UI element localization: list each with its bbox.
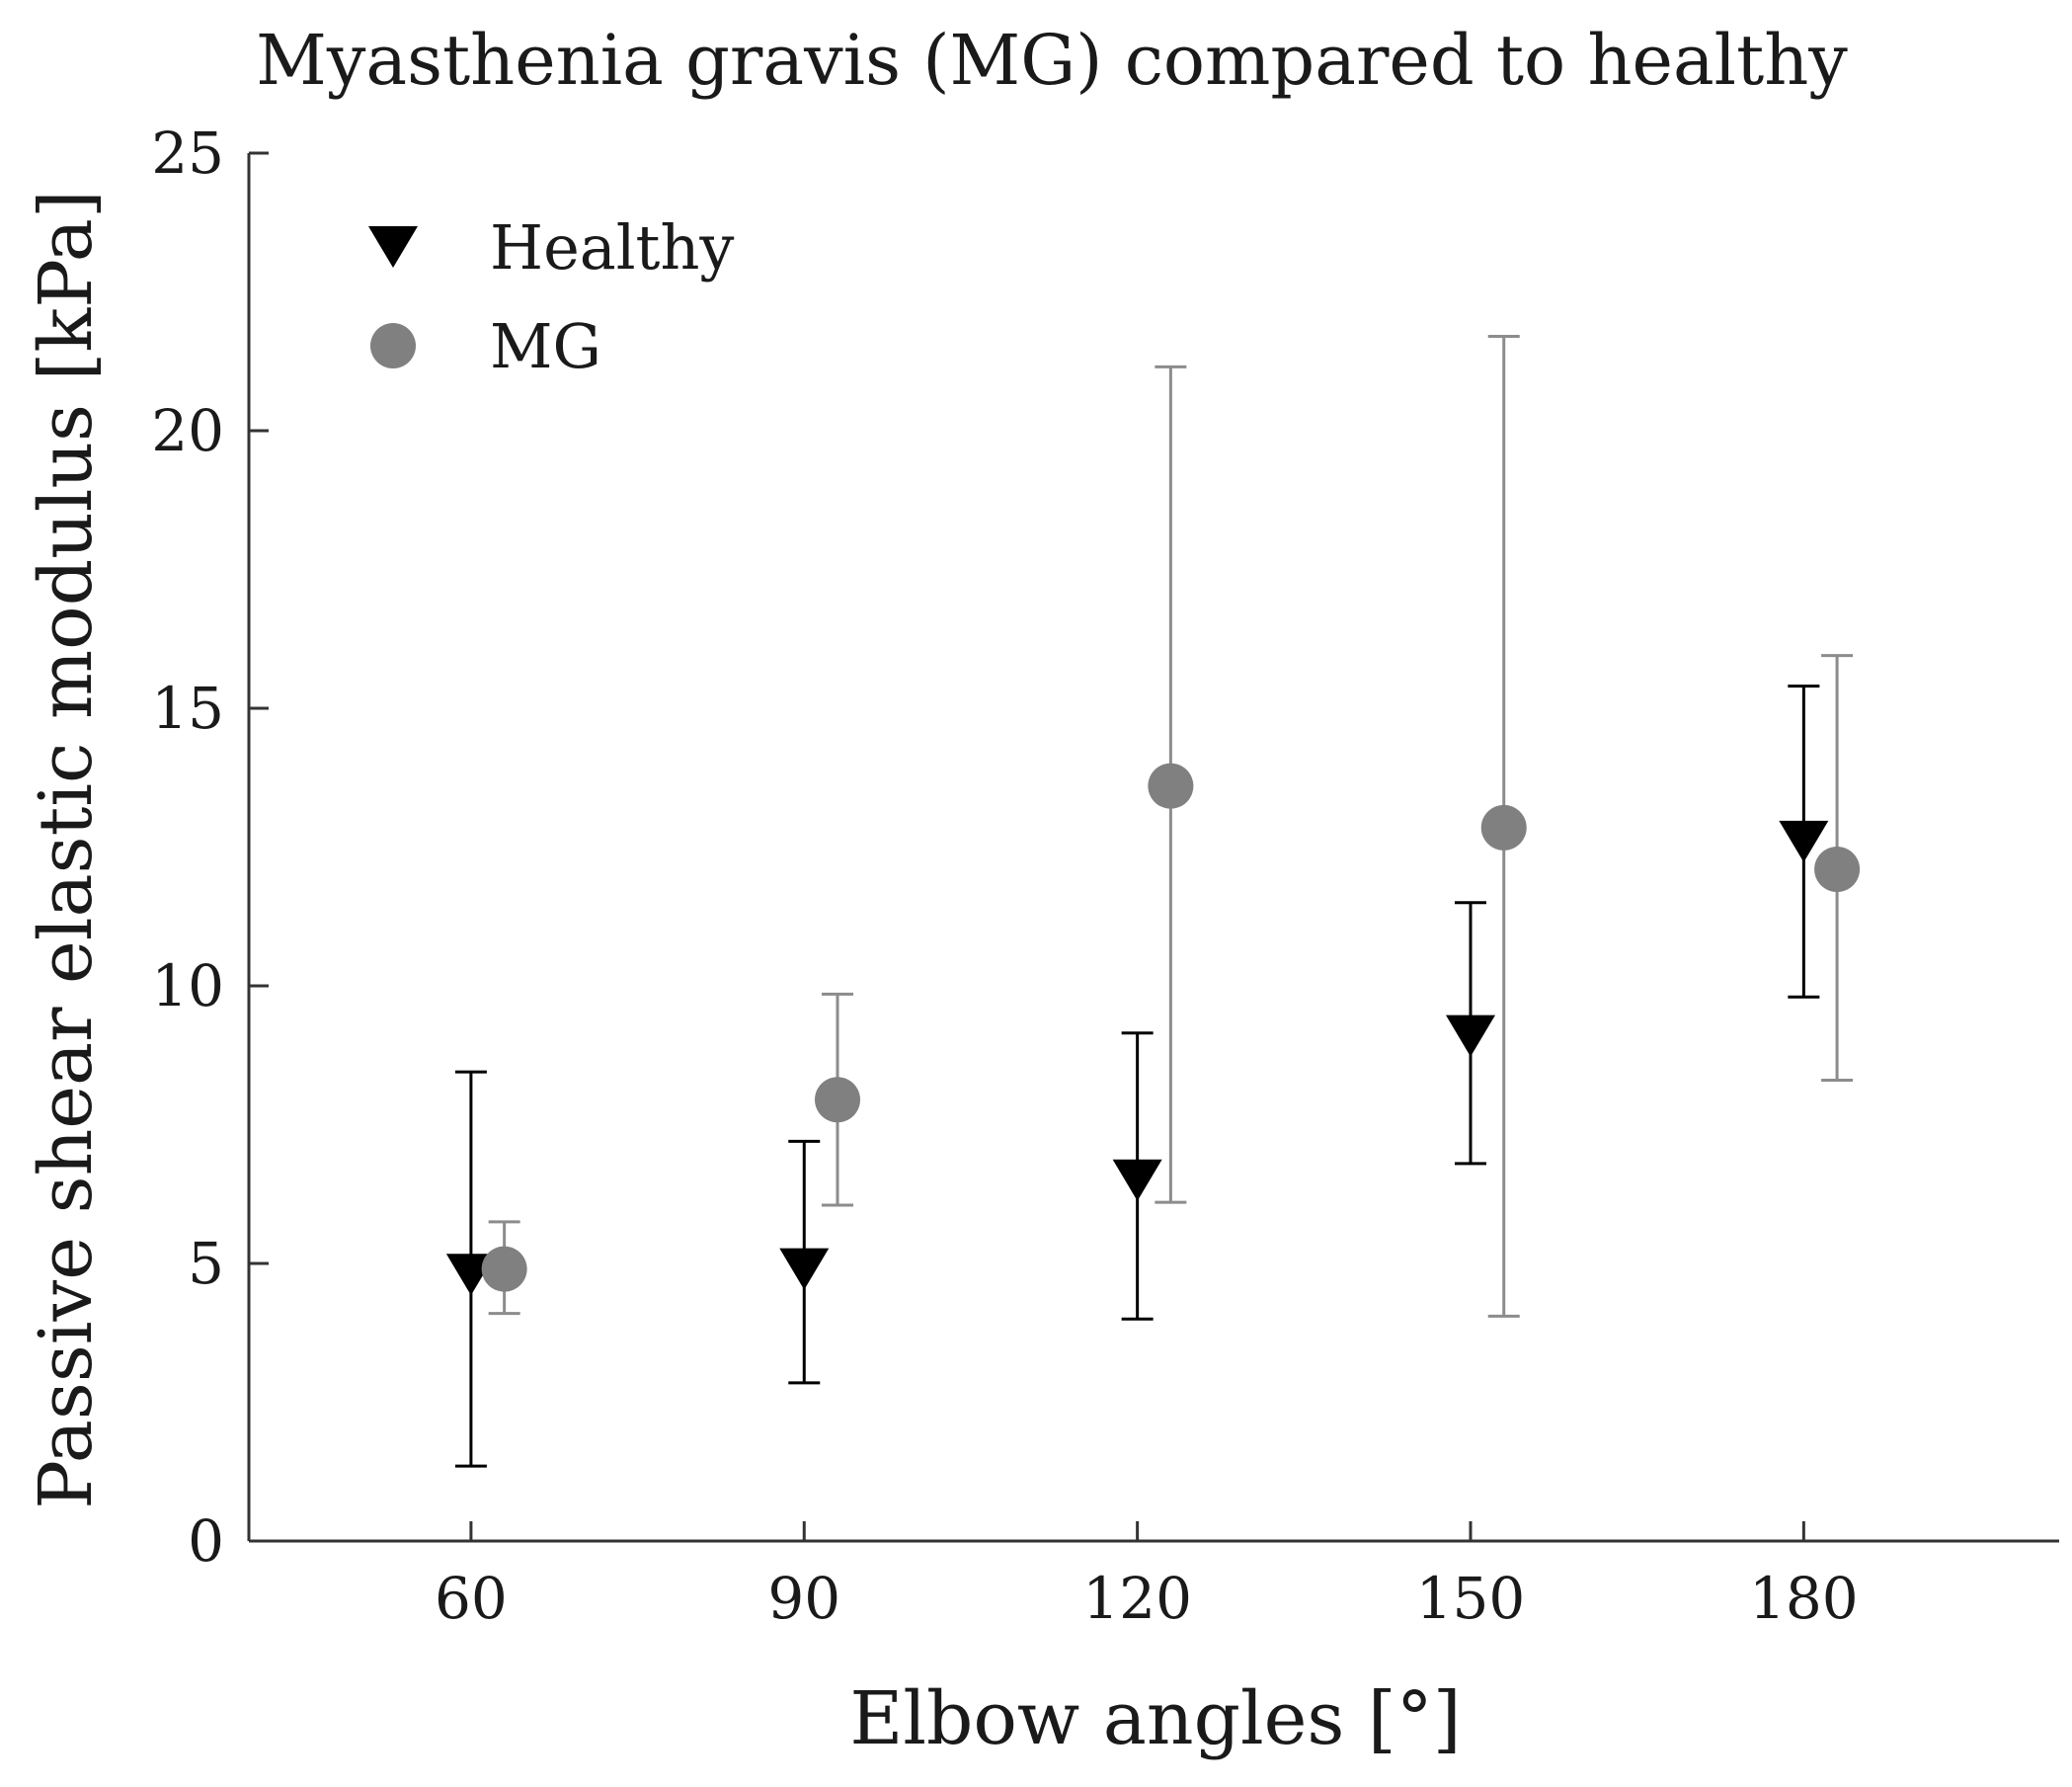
- x-axis-label: Elbow angles [°]: [849, 1676, 1461, 1761]
- y-ticks: 0 5 10 15 20 25: [151, 120, 269, 1575]
- x-tick-label: 180: [1749, 1565, 1859, 1632]
- legend: Healthy MG: [368, 211, 734, 382]
- y-tick-label: 20: [151, 397, 224, 464]
- chart-title: Myasthenia gravis (MG) compared to healt…: [256, 20, 1848, 101]
- mg-point: [481, 1246, 527, 1292]
- legend-item-mg: MG: [370, 310, 601, 382]
- healthy-point: [1445, 1015, 1495, 1057]
- x-ticks: 60 90 120 150 180: [435, 1521, 1859, 1632]
- x-tick-label: 90: [767, 1565, 840, 1632]
- x-tick-label: 150: [1416, 1565, 1526, 1632]
- y-tick-label: 0: [188, 1507, 224, 1575]
- legend-label-mg: MG: [490, 310, 601, 382]
- x-tick-label: 120: [1082, 1565, 1192, 1632]
- mg-point: [1148, 763, 1194, 809]
- healthy-point: [1112, 1159, 1162, 1201]
- y-axis-label: Passive shear elastic modulus [kPa]: [24, 190, 109, 1508]
- y-tick-label: 15: [151, 675, 224, 742]
- legend-marker-healthy: [368, 226, 418, 268]
- series-mg: [488, 334, 1854, 1318]
- legend-marker-mg: [370, 323, 416, 368]
- healthy-point: [1779, 820, 1829, 862]
- mg-point: [1814, 846, 1861, 892]
- mg-point: [1480, 804, 1527, 851]
- series-healthy: [454, 685, 1820, 1468]
- x-tick-label: 60: [435, 1565, 508, 1632]
- series-mg-markers: [481, 763, 1861, 1292]
- plot-area: 0 5 10 15 20 25 60 90 120 150 180: [151, 120, 2059, 1632]
- legend-item-healthy: Healthy: [368, 211, 734, 284]
- y-tick-label: 25: [151, 120, 224, 187]
- y-tick-label: 5: [188, 1230, 224, 1297]
- y-tick-label: 10: [151, 952, 224, 1019]
- healthy-point: [779, 1248, 830, 1290]
- mg-point: [815, 1077, 861, 1123]
- series-healthy-markers: [445, 820, 1829, 1296]
- legend-label-healthy: Healthy: [490, 211, 734, 284]
- series-layer: [445, 334, 1861, 1468]
